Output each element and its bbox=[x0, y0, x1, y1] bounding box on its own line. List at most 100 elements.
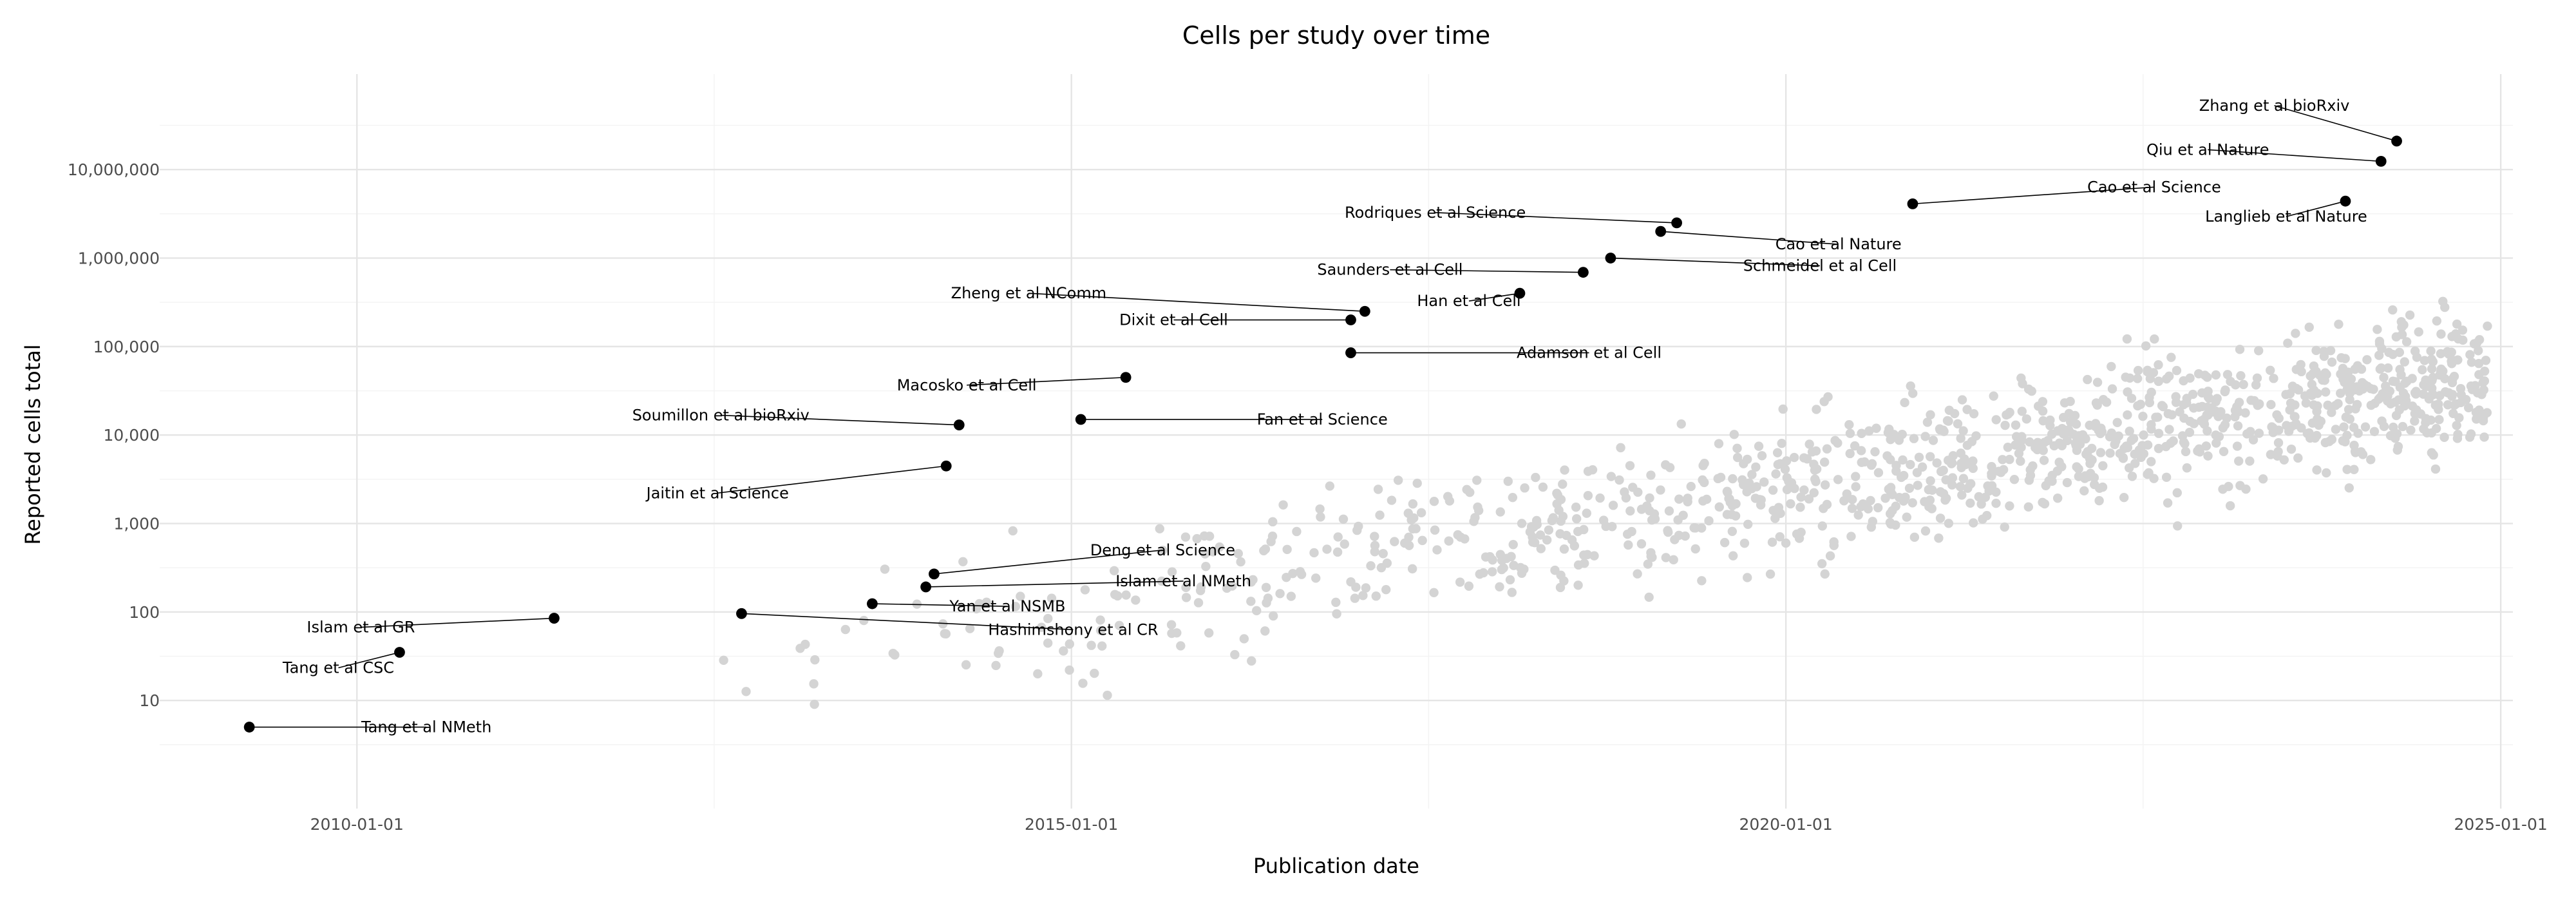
study-point bbox=[2047, 476, 2057, 486]
study-point bbox=[1676, 419, 1686, 429]
study-point bbox=[2313, 401, 2322, 411]
study-point bbox=[2173, 521, 2183, 531]
highlight-point bbox=[1359, 305, 1370, 317]
study-point bbox=[2400, 399, 2410, 409]
study-point bbox=[1404, 532, 1414, 542]
study-point bbox=[2456, 398, 2466, 408]
study-point bbox=[1714, 502, 1724, 512]
study-point bbox=[1968, 463, 1978, 474]
study-point bbox=[2224, 481, 2233, 492]
study-point bbox=[1750, 494, 1761, 503]
leader-line bbox=[2208, 149, 2382, 162]
study-point bbox=[2410, 408, 2420, 419]
study-point bbox=[1443, 492, 1453, 501]
study-point bbox=[1309, 548, 1319, 558]
leader-line bbox=[361, 617, 554, 628]
study-point bbox=[2372, 325, 2382, 334]
leader-line bbox=[338, 651, 400, 669]
study-point bbox=[965, 624, 975, 633]
study-point bbox=[2230, 405, 2240, 416]
study-point bbox=[2017, 407, 2027, 416]
study-point bbox=[2474, 346, 2483, 356]
study-point bbox=[2369, 385, 2378, 394]
study-point bbox=[2431, 423, 2441, 434]
point-label: Zhang et al bioRxiv bbox=[2199, 97, 2350, 115]
study-point bbox=[2293, 385, 2304, 395]
study-point bbox=[840, 624, 851, 635]
study-point bbox=[2452, 434, 2463, 443]
study-point bbox=[2375, 392, 2385, 403]
study-point bbox=[2340, 437, 2350, 446]
study-point bbox=[2133, 365, 2143, 376]
study-point bbox=[888, 648, 898, 658]
study-point bbox=[2023, 502, 2034, 512]
study-point bbox=[1633, 569, 1642, 579]
study-point bbox=[2342, 465, 2352, 474]
study-point bbox=[2000, 522, 2009, 532]
study-point bbox=[1947, 480, 1957, 490]
study-point bbox=[1033, 669, 1043, 679]
study-point bbox=[2336, 389, 2345, 398]
study-point bbox=[1358, 591, 1368, 600]
study-point bbox=[1455, 577, 1465, 587]
highlight-point bbox=[1907, 198, 1918, 209]
study-point bbox=[1097, 641, 1107, 651]
study-point bbox=[1430, 525, 1440, 535]
study-point bbox=[2043, 436, 2053, 445]
study-point bbox=[2009, 474, 2020, 485]
study-point bbox=[1729, 430, 1739, 439]
study-point bbox=[1978, 514, 1987, 524]
study-point bbox=[1587, 465, 1598, 475]
study-point bbox=[2163, 408, 2174, 419]
study-point bbox=[1246, 577, 1256, 587]
study-point bbox=[2121, 372, 2130, 382]
study-point bbox=[1366, 561, 1376, 571]
study-point bbox=[2161, 441, 2171, 452]
study-point bbox=[1275, 589, 1285, 599]
study-point bbox=[1739, 538, 1750, 548]
study-point bbox=[2080, 471, 2090, 481]
study-point bbox=[1016, 591, 1025, 601]
study-point bbox=[2139, 430, 2148, 440]
leader-line bbox=[2274, 105, 2397, 142]
study-point bbox=[1642, 501, 1652, 511]
study-point bbox=[2346, 374, 2356, 384]
study-point bbox=[1509, 561, 1519, 570]
study-point bbox=[1346, 577, 1356, 587]
study-point bbox=[1690, 523, 1700, 533]
study-point bbox=[2143, 440, 2153, 450]
study-point bbox=[2286, 444, 2297, 454]
study-point bbox=[1196, 582, 1206, 592]
study-point bbox=[2369, 427, 2380, 436]
study-point bbox=[981, 597, 992, 607]
study-point bbox=[2450, 329, 2461, 339]
study-point bbox=[2320, 387, 2331, 397]
study-point bbox=[1204, 628, 1214, 638]
study-point bbox=[2440, 374, 2450, 384]
study-point bbox=[1925, 452, 1935, 461]
study-point bbox=[2005, 501, 2014, 511]
leader-line bbox=[741, 613, 1074, 631]
highlight-point bbox=[929, 568, 940, 580]
study-point bbox=[1732, 452, 1743, 463]
study-point bbox=[2396, 317, 2407, 327]
study-point bbox=[2105, 448, 2115, 458]
point-label: Deng et al Science bbox=[1090, 541, 1235, 559]
study-point bbox=[2398, 421, 2408, 432]
study-point bbox=[1453, 530, 1463, 540]
study-point bbox=[1236, 557, 1245, 567]
study-point bbox=[2133, 401, 2143, 411]
study-point bbox=[1485, 552, 1495, 562]
study-point bbox=[1989, 391, 1998, 401]
study-point bbox=[2052, 494, 2063, 503]
study-point bbox=[1315, 504, 1325, 514]
study-point bbox=[2478, 378, 2488, 387]
study-point bbox=[2240, 408, 2250, 418]
study-point bbox=[1282, 544, 1292, 554]
study-point bbox=[2145, 398, 2155, 408]
study-point bbox=[1817, 559, 1827, 569]
study-point bbox=[1622, 529, 1633, 539]
study-point bbox=[1883, 428, 1893, 437]
leader-line bbox=[1660, 231, 1839, 245]
study-point bbox=[2251, 380, 2261, 390]
